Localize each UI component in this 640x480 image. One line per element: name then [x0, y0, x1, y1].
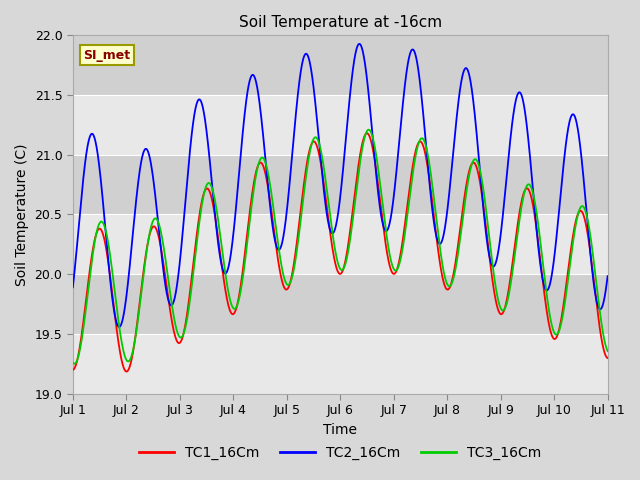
Bar: [73, 155, 607, 215]
Bar: [73, 334, 607, 394]
Y-axis label: Soil Temperature (C): Soil Temperature (C): [15, 143, 29, 286]
X-axis label: Time: Time: [323, 422, 357, 437]
Title: Soil Temperature at -16cm: Soil Temperature at -16cm: [239, 15, 442, 30]
Legend: TC1_16Cm, TC2_16Cm, TC3_16Cm: TC1_16Cm, TC2_16Cm, TC3_16Cm: [134, 440, 547, 466]
Bar: [73, 215, 607, 274]
Text: SI_met: SI_met: [84, 48, 131, 61]
Bar: [73, 36, 607, 95]
Bar: [73, 95, 607, 155]
Bar: [73, 274, 607, 334]
